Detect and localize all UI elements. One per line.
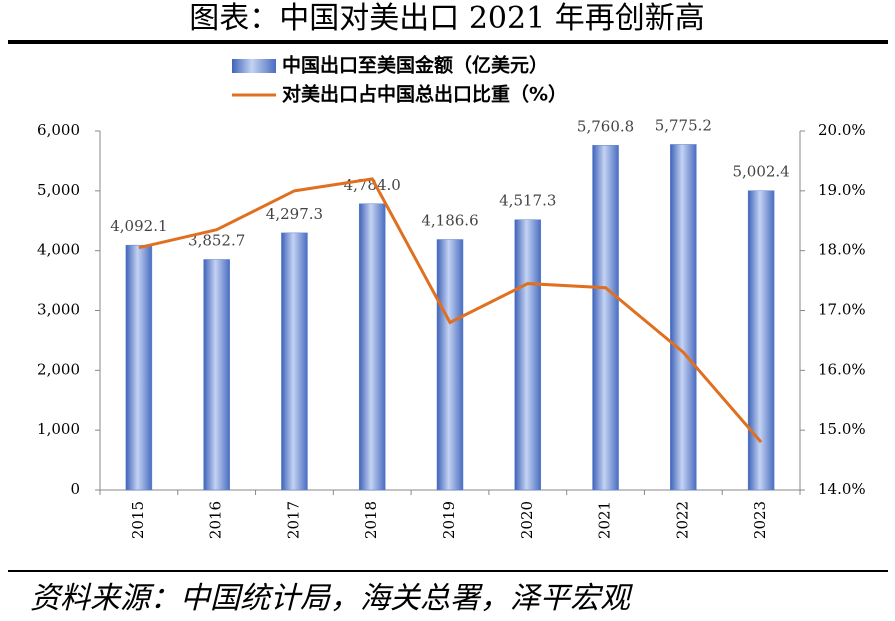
bar — [436, 239, 464, 491]
y2-tick-label: 20.0% — [818, 121, 866, 139]
y-tick-label: 6,000 — [37, 121, 80, 139]
x-tick-label: 2023 — [751, 501, 769, 539]
y2-tick-label: 16.0% — [818, 360, 866, 378]
y2-tick-label: 15.0% — [818, 420, 866, 438]
x-tick-label: 2015 — [129, 501, 147, 539]
value-label: 4,297.3 — [266, 205, 323, 223]
y-tick-label: 2,000 — [37, 360, 80, 378]
source-rule — [8, 570, 888, 572]
value-label: 5,002.4 — [732, 163, 789, 181]
source: 资料来源：中国统计局，海关总署，泽平宏观 — [30, 581, 633, 616]
y-tick-label: 3,000 — [37, 301, 80, 319]
x-tick-label: 2022 — [673, 501, 691, 539]
line — [138, 177, 763, 444]
bar — [514, 219, 542, 491]
y2-tick-label: 17.0% — [818, 301, 866, 319]
value-label: 4,186.6 — [421, 212, 478, 230]
bar — [203, 259, 230, 491]
value-label: 3,852.7 — [188, 231, 245, 249]
value-label: 5,775.2 — [655, 116, 712, 134]
bar — [281, 232, 308, 491]
y-tick-label: 1,000 — [37, 420, 80, 438]
bar — [670, 144, 697, 491]
value-label: 5,760.8 — [577, 117, 634, 135]
legend-label: 对美出口占中国总出口比重（%） — [282, 83, 567, 106]
bar — [125, 244, 153, 491]
y2-tick-label: 14.0% — [818, 480, 866, 498]
x-tick-label: 2020 — [518, 501, 536, 539]
legend-swatch — [232, 59, 276, 73]
bar — [592, 145, 619, 491]
bar — [358, 203, 386, 491]
y-tick-label: 5,000 — [37, 181, 80, 199]
title-rule — [8, 40, 888, 44]
x-tick-label: 2021 — [596, 501, 614, 539]
chart-title: 图表：中国对美出口 2021 年再创新高 — [189, 1, 704, 36]
y-tick-label: 4,000 — [37, 241, 80, 259]
value-label: 4,517.3 — [499, 192, 556, 210]
legend-label: 中国出口至美国金额（亿美元） — [282, 54, 548, 77]
bar — [747, 190, 775, 491]
y-tick-label: 0 — [70, 480, 80, 498]
x-tick-label: 2017 — [284, 501, 302, 539]
x-tick-label: 2018 — [362, 501, 380, 539]
x-tick-label: 2016 — [207, 501, 225, 539]
y2-tick-label: 19.0% — [818, 181, 866, 199]
y2-tick-label: 18.0% — [818, 241, 866, 259]
x-tick-label: 2019 — [440, 501, 458, 539]
value-label: 4,092.1 — [110, 217, 167, 235]
